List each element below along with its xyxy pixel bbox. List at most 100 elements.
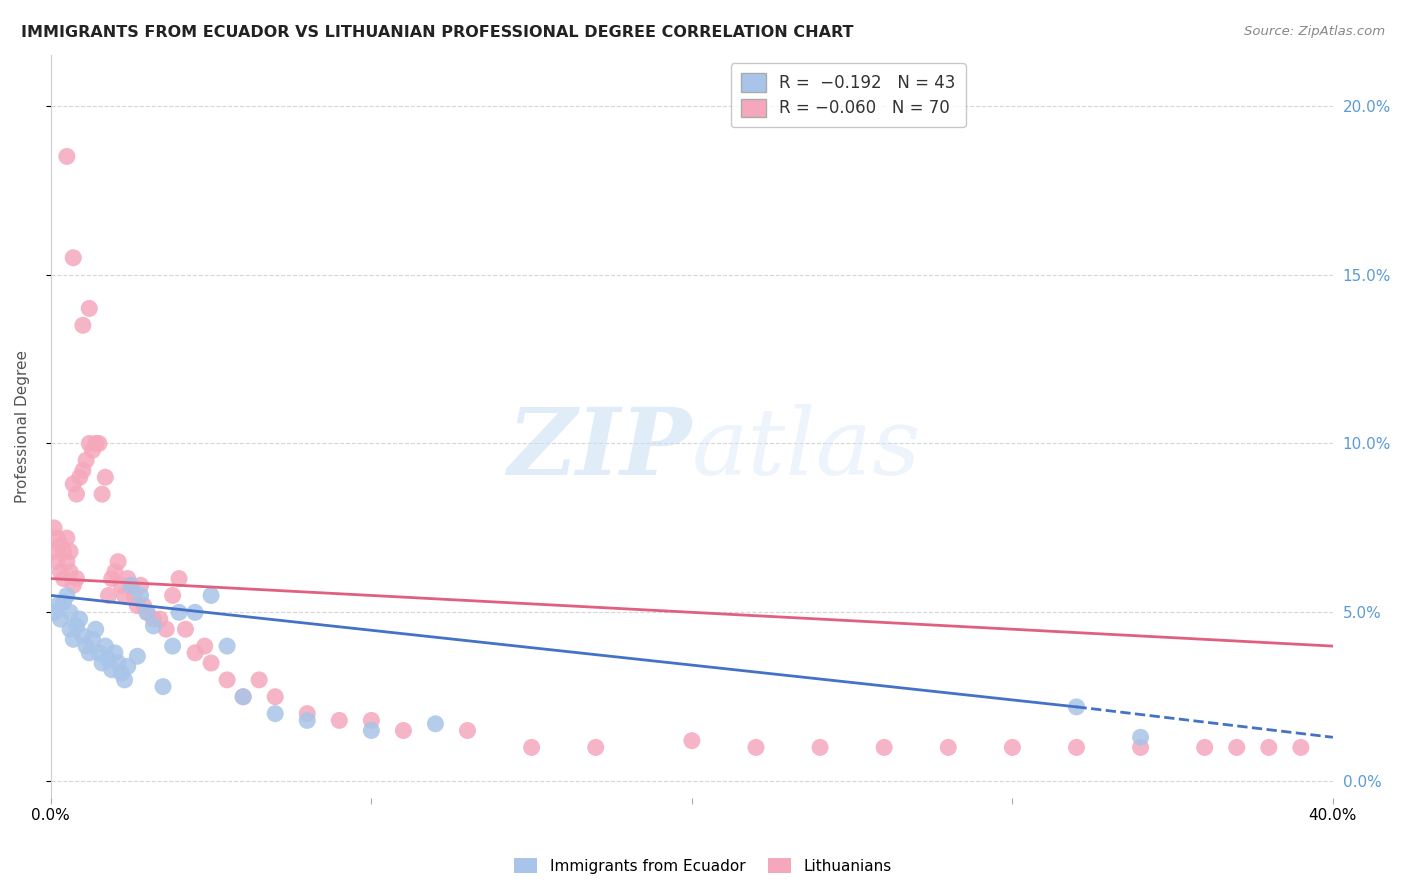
Point	[59, 544, 82, 558]
Point	[94, 639, 117, 653]
Point	[425, 716, 447, 731]
Point	[392, 723, 415, 738]
Point	[873, 740, 896, 755]
Y-axis label: Professional Degree: Professional Degree	[15, 350, 30, 503]
Point	[62, 632, 84, 647]
Point	[142, 619, 165, 633]
Point	[162, 639, 184, 653]
Point	[94, 470, 117, 484]
Point	[1001, 740, 1024, 755]
Point	[1194, 740, 1216, 755]
Point	[72, 463, 94, 477]
Point	[264, 690, 287, 704]
Point	[114, 589, 136, 603]
Point	[745, 740, 768, 755]
Point	[56, 589, 79, 603]
Point	[84, 436, 107, 450]
Point	[79, 646, 101, 660]
Point	[585, 740, 607, 755]
Point	[1066, 740, 1088, 755]
Point	[65, 572, 87, 586]
Point	[117, 572, 139, 586]
Point	[360, 723, 382, 738]
Text: atlas: atlas	[692, 404, 921, 494]
Text: IMMIGRANTS FROM ECUADOR VS LITHUANIAN PROFESSIONAL DEGREE CORRELATION CHART: IMMIGRANTS FROM ECUADOR VS LITHUANIAN PR…	[21, 25, 853, 40]
Point	[79, 436, 101, 450]
Point	[174, 622, 197, 636]
Point	[97, 589, 120, 603]
Point	[62, 251, 84, 265]
Point	[247, 673, 270, 687]
Point	[120, 578, 142, 592]
Point	[107, 555, 129, 569]
Point	[91, 487, 114, 501]
Point	[110, 666, 132, 681]
Point	[142, 612, 165, 626]
Point	[297, 706, 319, 721]
Point	[65, 487, 87, 501]
Point	[59, 605, 82, 619]
Point	[149, 612, 172, 626]
Point	[100, 572, 122, 586]
Point	[200, 656, 222, 670]
Point	[69, 612, 91, 626]
Point	[120, 578, 142, 592]
Point	[72, 629, 94, 643]
Point	[194, 639, 217, 653]
Point	[127, 599, 149, 613]
Point	[84, 622, 107, 636]
Point	[110, 578, 132, 592]
Point	[87, 436, 110, 450]
Point	[82, 632, 104, 647]
Point	[46, 599, 69, 613]
Point	[69, 470, 91, 484]
Legend: Immigrants from Ecuador, Lithuanians: Immigrants from Ecuador, Lithuanians	[509, 852, 897, 880]
Point	[232, 690, 254, 704]
Point	[56, 555, 79, 569]
Point	[104, 646, 127, 660]
Point	[104, 565, 127, 579]
Point	[217, 639, 239, 653]
Point	[167, 605, 190, 619]
Point	[152, 680, 174, 694]
Point	[52, 595, 75, 609]
Point	[56, 149, 79, 163]
Point	[129, 578, 152, 592]
Point	[132, 599, 155, 613]
Point	[52, 572, 75, 586]
Point	[56, 531, 79, 545]
Point	[162, 589, 184, 603]
Point	[97, 652, 120, 666]
Point	[49, 538, 72, 552]
Point	[1226, 740, 1249, 755]
Point	[62, 477, 84, 491]
Point	[82, 443, 104, 458]
Point	[1129, 740, 1152, 755]
Point	[42, 544, 65, 558]
Text: Source: ZipAtlas.com: Source: ZipAtlas.com	[1244, 25, 1385, 38]
Point	[184, 605, 207, 619]
Point	[42, 521, 65, 535]
Point	[46, 531, 69, 545]
Point	[42, 605, 65, 619]
Point	[114, 673, 136, 687]
Point	[49, 612, 72, 626]
Legend: R =  −0.192   N = 43, R = −0.060   N = 70: R = −0.192 N = 43, R = −0.060 N = 70	[731, 63, 966, 128]
Point	[72, 318, 94, 333]
Point	[217, 673, 239, 687]
Point	[127, 649, 149, 664]
Point	[75, 453, 97, 467]
Point	[328, 714, 350, 728]
Point	[1066, 699, 1088, 714]
Point	[100, 663, 122, 677]
Point	[91, 656, 114, 670]
Point	[808, 740, 831, 755]
Point	[155, 622, 177, 636]
Point	[232, 690, 254, 704]
Point	[136, 605, 159, 619]
Point	[122, 589, 145, 603]
Point	[1289, 740, 1312, 755]
Point	[1129, 731, 1152, 745]
Point	[46, 555, 69, 569]
Point	[52, 544, 75, 558]
